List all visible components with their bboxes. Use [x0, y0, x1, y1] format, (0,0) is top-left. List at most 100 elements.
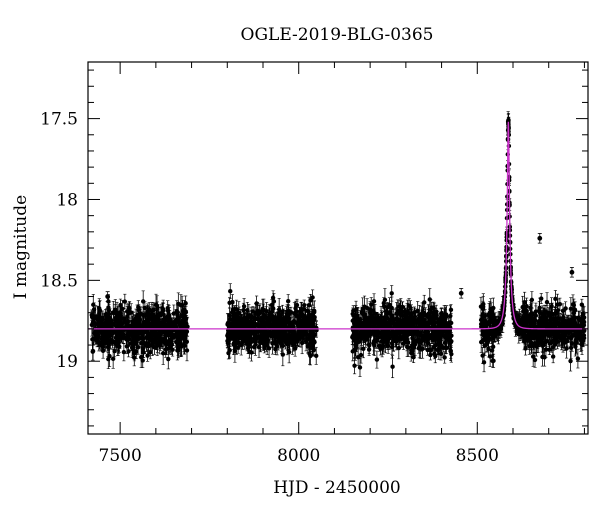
data-point	[266, 312, 272, 317]
data-point	[243, 323, 248, 329]
data-point	[171, 323, 176, 329]
data-point	[168, 336, 174, 342]
data-point	[248, 328, 253, 334]
data-point	[118, 302, 123, 308]
data-point	[309, 313, 314, 318]
data-point	[226, 329, 232, 335]
data-point	[185, 324, 190, 329]
data-point	[156, 317, 161, 323]
data-point	[266, 346, 272, 351]
data-point	[299, 307, 304, 312]
data-point	[165, 329, 170, 334]
data-point	[254, 336, 259, 341]
data-point	[105, 344, 111, 350]
data-point	[281, 333, 286, 338]
data-point	[175, 348, 180, 353]
data-point	[287, 338, 292, 344]
data-point	[150, 342, 155, 348]
data-point	[230, 307, 236, 312]
data-point	[230, 334, 236, 340]
data-point	[116, 320, 121, 325]
data-point	[142, 340, 147, 346]
data-point	[114, 311, 120, 316]
data-point	[184, 339, 190, 344]
data-point	[91, 302, 96, 307]
data-point	[104, 317, 109, 323]
data-point	[273, 341, 279, 346]
data-point	[300, 313, 305, 318]
data-point	[235, 345, 241, 350]
data-point	[176, 328, 182, 334]
data-point	[116, 340, 121, 346]
data-point	[140, 358, 145, 363]
data-point	[269, 302, 275, 308]
data-point	[255, 312, 261, 317]
data-point	[143, 319, 148, 324]
data-point	[227, 300, 232, 305]
data-point	[241, 304, 247, 309]
data-point	[113, 335, 119, 341]
data-point	[238, 330, 243, 336]
data-point	[110, 356, 116, 362]
data-point	[144, 312, 150, 318]
data-point	[183, 309, 189, 315]
data-point	[154, 340, 159, 345]
data-point	[225, 333, 230, 338]
data-point	[181, 331, 186, 336]
data-point	[89, 322, 95, 328]
data-point	[284, 318, 289, 324]
data-point	[314, 353, 319, 359]
data-point	[175, 317, 180, 323]
data-point	[145, 309, 150, 314]
data-point	[135, 345, 141, 350]
data-point	[126, 310, 131, 316]
data-point	[301, 320, 307, 325]
data-point	[178, 303, 184, 308]
data-point	[302, 302, 307, 308]
data-point	[166, 356, 171, 362]
data-point	[271, 299, 277, 304]
data-point	[352, 363, 357, 368]
data-point	[103, 328, 108, 334]
data-point	[251, 344, 257, 350]
data-point	[227, 313, 232, 318]
data-point	[140, 328, 145, 334]
chart-title: OGLE-2019-BLG-0365	[241, 25, 434, 45]
data-point	[295, 319, 301, 324]
data-point	[242, 318, 247, 323]
data-point	[171, 311, 177, 316]
data-point	[277, 324, 283, 329]
data-point	[140, 299, 146, 304]
data-point	[245, 345, 251, 351]
data-point	[292, 346, 298, 351]
data-point	[310, 345, 315, 351]
data-point	[389, 305, 394, 311]
data-point	[100, 348, 106, 353]
data-point	[312, 317, 317, 322]
data-point	[113, 307, 118, 312]
data-point	[111, 321, 116, 327]
data-point	[307, 335, 312, 341]
data-point	[285, 298, 291, 304]
data-point	[122, 319, 128, 325]
data-point	[262, 345, 267, 350]
data-point	[112, 339, 118, 345]
data-point	[233, 329, 239, 334]
data-point	[295, 337, 300, 342]
data-point	[107, 322, 112, 327]
data-point	[288, 323, 293, 329]
data-point	[145, 353, 150, 358]
data-point	[145, 335, 150, 341]
data-point	[241, 307, 246, 313]
data-point	[156, 334, 161, 340]
data-point	[245, 307, 250, 313]
data-point	[281, 315, 286, 321]
data-point	[100, 335, 105, 341]
data-point	[90, 348, 96, 354]
data-point	[148, 350, 153, 355]
data-point	[293, 311, 298, 317]
data-point	[280, 343, 286, 348]
data-point	[242, 333, 247, 339]
data-point	[138, 311, 144, 317]
